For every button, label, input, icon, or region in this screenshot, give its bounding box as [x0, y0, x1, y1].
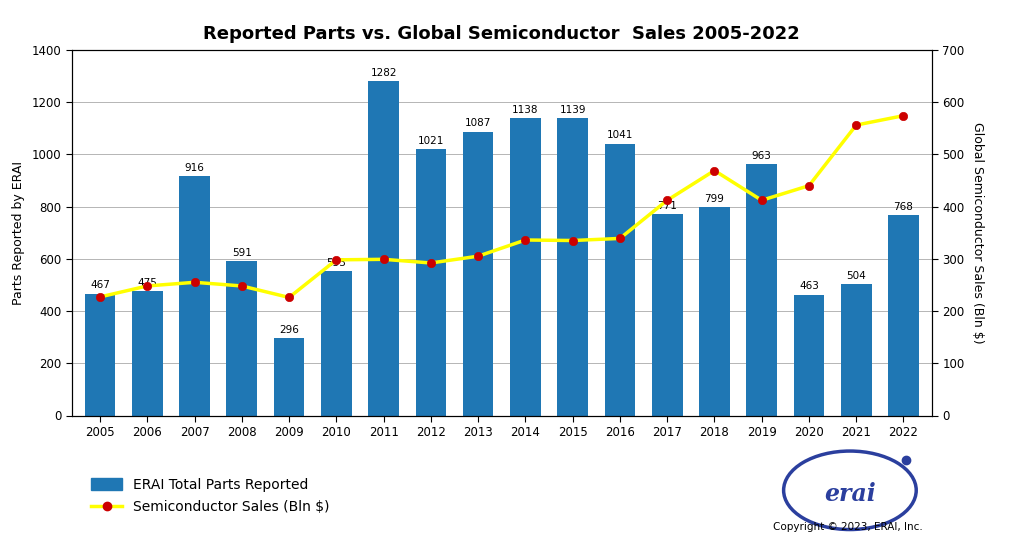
Text: 1139: 1139 [559, 105, 586, 115]
Bar [369, 81, 399, 416]
Legend: ERAI Total Parts Reported, Semiconductor Sales (Bln $): ERAI Total Parts Reported, Semiconductor… [87, 474, 334, 518]
Bar [85, 294, 116, 416]
Text: 1282: 1282 [371, 68, 397, 78]
Bar [794, 295, 824, 416]
Bar [604, 143, 635, 416]
Bar [226, 261, 257, 416]
Bar [273, 338, 304, 416]
Bar [463, 132, 494, 416]
Text: 963: 963 [752, 151, 772, 161]
Bar [699, 207, 730, 416]
Y-axis label: Parts Reported by ERAI: Parts Reported by ERAI [11, 161, 25, 305]
Text: 768: 768 [894, 202, 913, 212]
Text: 916: 916 [184, 163, 205, 173]
Text: 1138: 1138 [512, 105, 539, 115]
Bar [416, 149, 446, 416]
Text: 1041: 1041 [607, 131, 633, 141]
Text: 1087: 1087 [465, 119, 492, 129]
Bar [132, 291, 163, 416]
Bar [652, 214, 683, 416]
Title: Reported Parts vs. Global Semiconductor  Sales 2005-2022: Reported Parts vs. Global Semiconductor … [204, 25, 800, 43]
Text: 799: 799 [705, 194, 724, 204]
Text: 504: 504 [847, 271, 866, 281]
Text: 553: 553 [327, 258, 346, 268]
Y-axis label: Global Semiconductor Sales (Bln $): Global Semiconductor Sales (Bln $) [971, 122, 984, 343]
Bar [841, 284, 871, 416]
Bar [557, 118, 588, 416]
Text: 1021: 1021 [418, 136, 444, 146]
Text: 467: 467 [90, 280, 110, 290]
Bar [179, 176, 210, 416]
Text: erai: erai [824, 482, 876, 506]
Text: 463: 463 [799, 281, 819, 291]
Bar [510, 119, 541, 416]
Text: 591: 591 [231, 248, 252, 258]
Text: Copyright © 2023, ERAI, Inc.: Copyright © 2023, ERAI, Inc. [773, 522, 923, 532]
Bar [888, 215, 919, 416]
Text: 771: 771 [657, 201, 677, 211]
Text: 475: 475 [137, 278, 158, 288]
Bar [321, 271, 351, 416]
Bar [746, 164, 777, 416]
Text: 296: 296 [280, 325, 299, 335]
